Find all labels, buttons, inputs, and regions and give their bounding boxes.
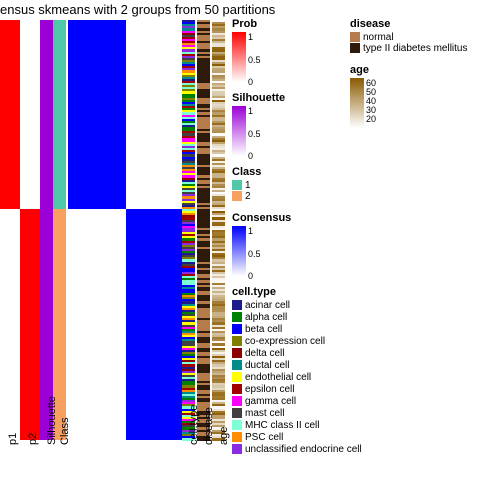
- age-column: [212, 20, 225, 440]
- chart-title: ensus skmeans with 2 groups from 50 part…: [0, 2, 275, 17]
- p1-column: [0, 20, 20, 440]
- celltype-legend: cell.typeacinar cellalpha cellbeta cellc…: [232, 286, 362, 456]
- main-legends: Prob10.50 Silhouette10.50 Class12 Consensus…: [232, 18, 362, 466]
- annotation-columns: [182, 20, 227, 440]
- prob-legend: Prob10.50: [232, 18, 362, 82]
- disease-column: [197, 20, 210, 440]
- silhouette-column: [40, 20, 53, 440]
- consensus-matrix: [68, 20, 183, 440]
- p2-column: [20, 20, 40, 440]
- class-column: [53, 20, 66, 440]
- class-legend: Class12: [232, 166, 362, 202]
- side-legends: diseasenormaltype II diabetes mellitus ag…: [350, 18, 468, 138]
- celltype-column: [182, 20, 195, 440]
- silhouette-legend: Silhouette10.50: [232, 92, 362, 156]
- age-legend: age6050403020: [350, 64, 468, 128]
- disease-legend: diseasenormaltype II diabetes mellitus: [350, 18, 468, 54]
- consensus-legend: Consensus10.50: [232, 212, 362, 276]
